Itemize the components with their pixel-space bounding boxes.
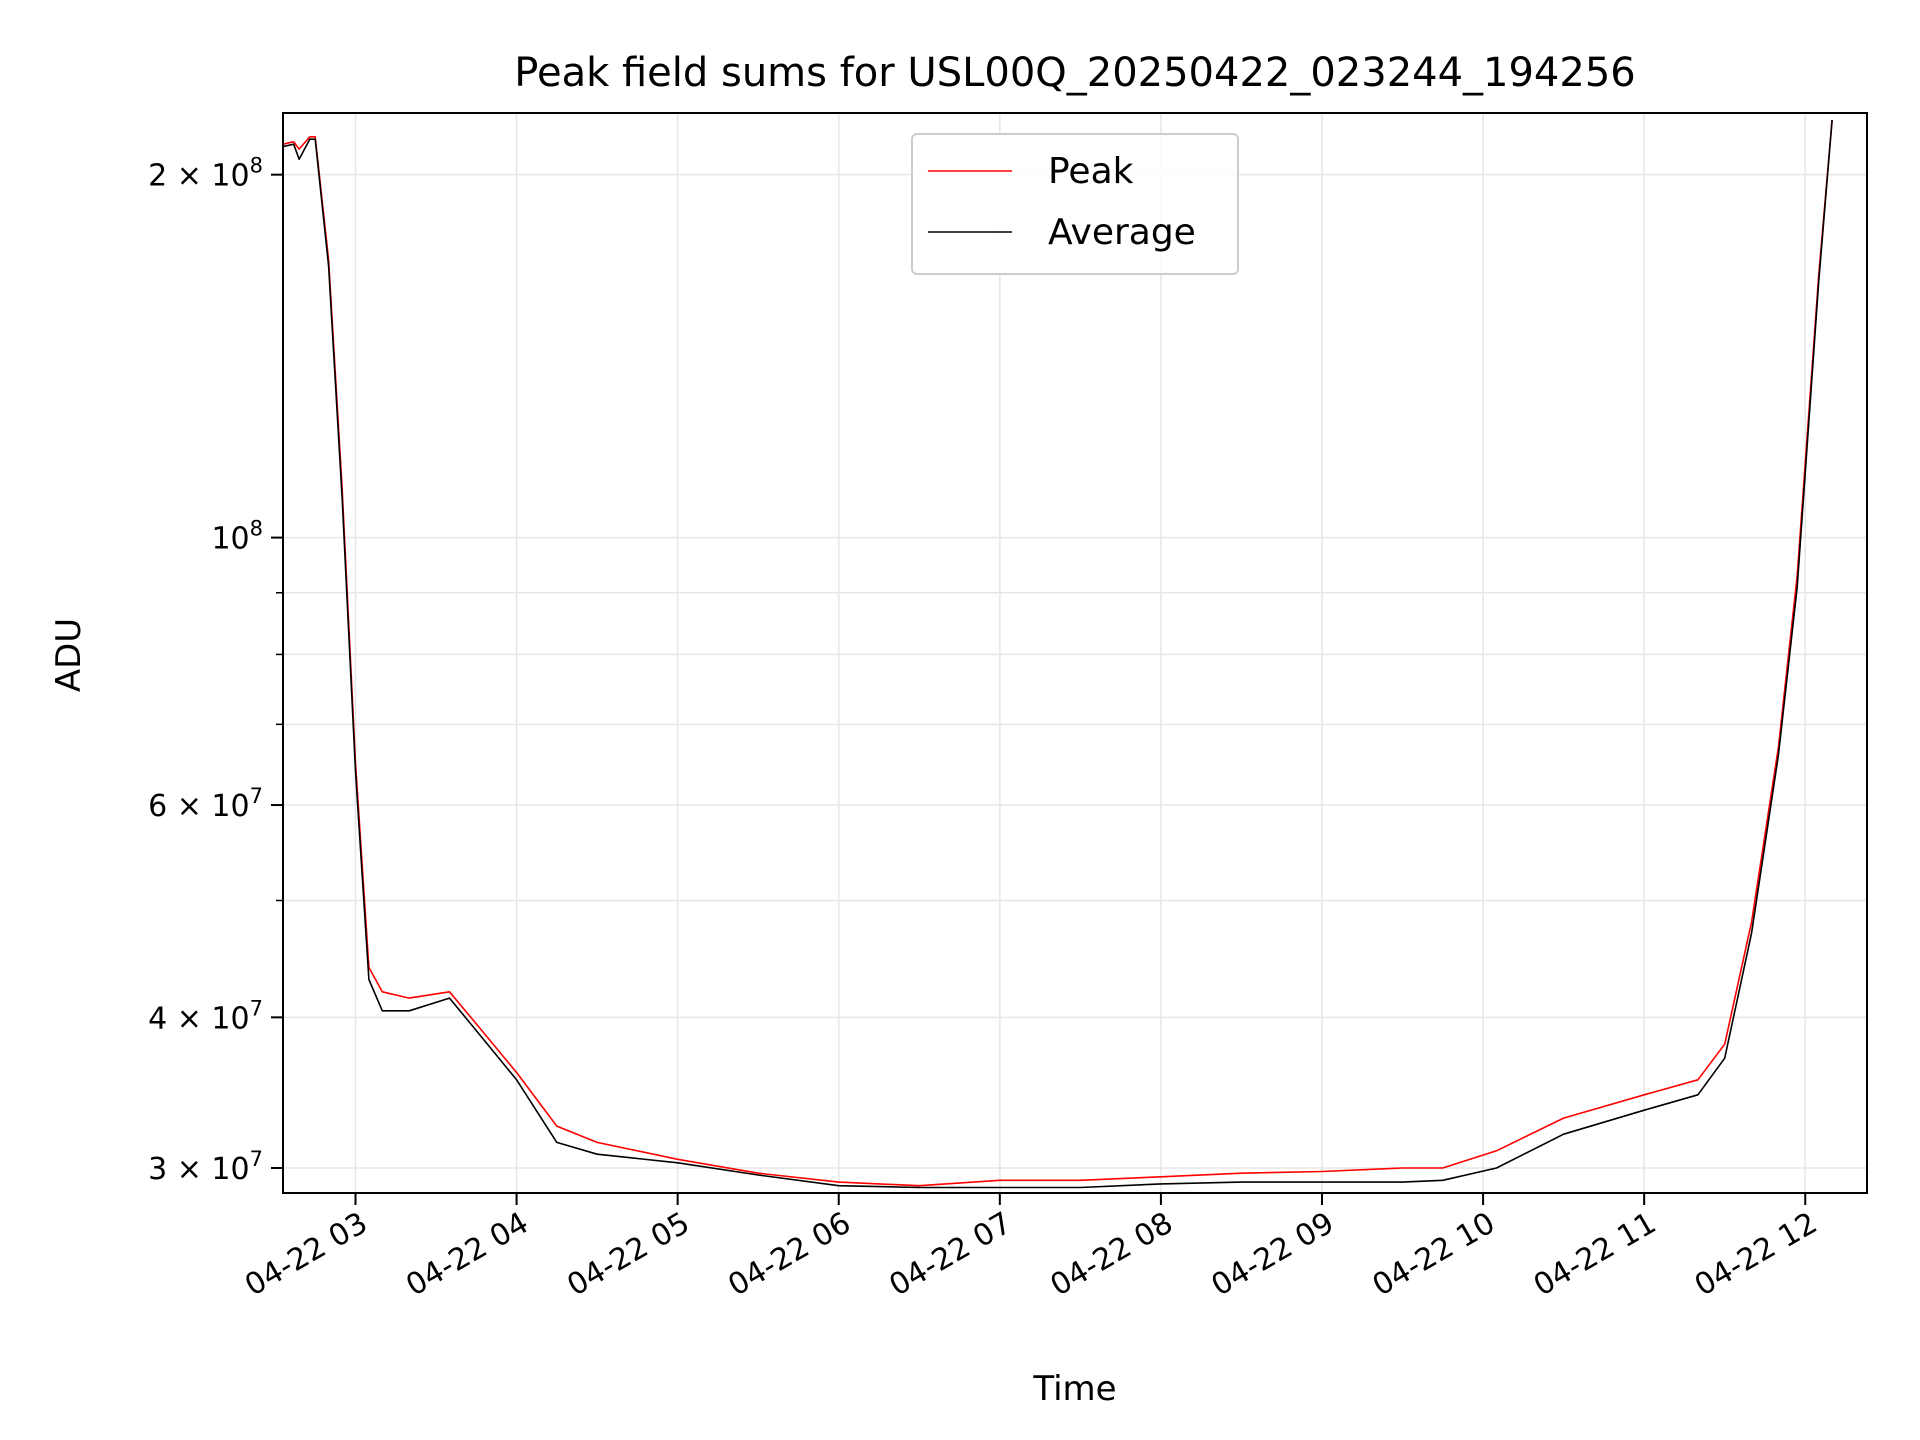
x-tick-label: 04-22 03 <box>239 1206 373 1304</box>
x-tick-label: 04-22 06 <box>722 1206 856 1304</box>
x-tick-label: 04-22 04 <box>400 1206 534 1304</box>
x-tick-label: 04-22 09 <box>1206 1206 1340 1304</box>
y-tick-label: 3 × 107 <box>148 1147 263 1187</box>
series-line-average <box>283 119 1833 1189</box>
x-tick-label: 04-22 11 <box>1528 1206 1662 1304</box>
legend: Peak Average <box>911 133 1239 275</box>
series-line-peak <box>283 119 1833 1187</box>
legend-peak-label: Peak <box>1048 151 1134 192</box>
grid <box>283 113 1867 1193</box>
x-tick-label: 04-22 12 <box>1689 1206 1823 1304</box>
x-tick-label: 04-22 08 <box>1045 1206 1179 1304</box>
y-axis-ticks: 3 × 107 4 × 107 6 × 107 108 2 × 108 <box>148 154 283 1187</box>
x-axis-ticks: 04-22 03 04-22 04 04-22 05 04-22 06 04-22 07… <box>239 1193 1823 1303</box>
y-axis-label: ADU <box>49 618 89 692</box>
x-tick-label: 04-22 10 <box>1367 1206 1501 1304</box>
y-tick-label: 6 × 107 <box>148 784 263 824</box>
legend-average-label: Average <box>1048 212 1196 253</box>
x-tick-label: 04-22 05 <box>561 1206 695 1304</box>
y-tick-label: 108 <box>211 517 263 557</box>
chart-title: Peak field sums for USL00Q_20250422_0232… <box>514 50 1635 96</box>
legend-box <box>911 133 1239 275</box>
y-tick-label: 4 × 107 <box>148 996 263 1036</box>
x-tick-label: 04-22 07 <box>884 1206 1018 1304</box>
series-layer <box>283 119 1833 1189</box>
y-tick-label: 2 × 108 <box>148 154 263 194</box>
x-axis-label: Time <box>1032 1369 1116 1409</box>
plot-frame <box>282 112 1868 1194</box>
